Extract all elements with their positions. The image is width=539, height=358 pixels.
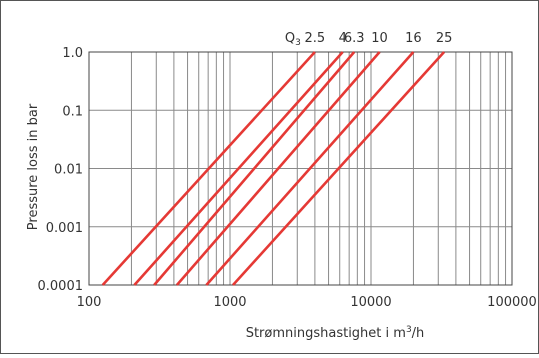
series-line-16 [205,51,415,286]
series-label: 10 [371,31,388,46]
plot-border [88,51,513,286]
y-tick-label: 0.1 [62,104,83,119]
series-label-prefix: Q3 [285,31,301,48]
y-tick-label: 1.0 [62,46,83,61]
series-line-10 [175,51,381,286]
series-line-25 [232,51,446,286]
pressure-loss-chart: 100 1000 10000 1000001.00.10.010.0010.0001 … [26,31,537,341]
series-labels: Q3 2.5 46.3 10 16 25 [285,31,452,48]
y-axis-label: Pressure loss in bar [26,103,41,230]
series-label: 2.5 [305,31,326,46]
series-line-2.5 [101,51,316,286]
x-tick-label: 1000 [213,295,246,310]
series-line-6.3 [153,51,356,286]
series-label: 4 [339,31,347,46]
y-tick-label: 0.001 [46,221,83,236]
series-label-prefix-sub: 3 [295,38,301,48]
y-tick-label: 0.0001 [38,279,84,294]
series-lines [101,51,446,286]
series-line-4 [133,51,344,286]
x-tick-label: 100 [77,295,102,310]
y-tick-label: 0.01 [54,163,83,178]
series-label: 16 [405,31,422,46]
series-label: 25 [436,31,453,46]
x-tick-label: 10000 [350,295,391,310]
tick-labels: 100 1000 10000 100000 1.0 0.1 0.01 0.001 0.0001 [38,46,537,310]
x-axis-label: Strømningshastighet i m3/h [246,325,425,341]
grid [89,52,512,285]
series-label: 6.3 [344,31,365,46]
x-tick-label: 100000 [487,295,537,310]
